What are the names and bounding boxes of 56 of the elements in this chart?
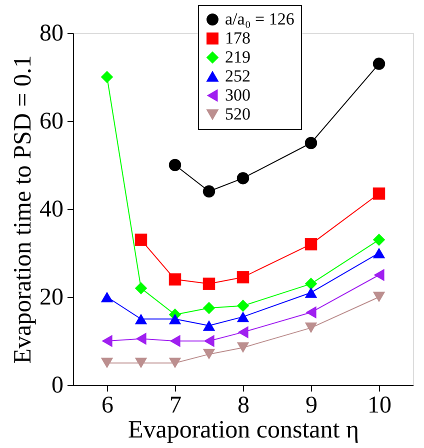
point: [136, 332, 146, 345]
point: [134, 282, 148, 294]
point: [236, 311, 250, 322]
y-tick-label: 0: [52, 372, 64, 398]
point: [372, 234, 386, 246]
x-axis-title: Evaporation constant η: [128, 416, 360, 444]
x-tick-label: 10: [368, 392, 392, 418]
point: [100, 358, 114, 368]
point: [202, 348, 216, 360]
point: [202, 302, 216, 314]
point: [102, 334, 112, 348]
point: [304, 287, 318, 298]
point: [304, 136, 318, 150]
point: [134, 234, 148, 246]
point: [304, 278, 318, 290]
x-tick-label: 7: [170, 392, 182, 418]
point: [202, 185, 216, 198]
point: [238, 326, 248, 338]
point: [168, 273, 182, 286]
point: [372, 292, 386, 302]
y-tick-label: 80: [40, 20, 64, 46]
point: [168, 358, 182, 368]
point: [204, 334, 214, 348]
point: [374, 268, 384, 282]
x-tick-label: 9: [306, 392, 318, 418]
point: [306, 306, 316, 319]
point: [304, 238, 318, 250]
legend-label: 252: [225, 66, 250, 86]
x-tick-label: 8: [238, 392, 250, 418]
point: [134, 358, 148, 368]
point: [236, 271, 250, 284]
point: [202, 278, 216, 290]
point: [372, 58, 386, 70]
point: [170, 334, 180, 348]
x-tick-label: 6: [102, 392, 114, 418]
legend-label: 178: [225, 28, 250, 48]
point: [236, 172, 250, 184]
y-axis-title: Evaporation time to PSD = 0.1: [10, 55, 36, 364]
point: [168, 314, 182, 324]
point: [100, 292, 114, 302]
point: [304, 322, 318, 334]
legend-label: a/a₀ = 126: [225, 10, 294, 28]
y-tick-label: 60: [40, 108, 64, 134]
point: [372, 248, 386, 258]
point: [236, 342, 250, 353]
point: [100, 70, 114, 84]
point: [134, 314, 148, 324]
point: [372, 187, 386, 200]
y-tick-label: 20: [40, 284, 64, 310]
point: [236, 300, 250, 312]
y-tick-label: 40: [40, 196, 64, 222]
point: [168, 158, 182, 172]
legend-label: 520: [225, 104, 250, 124]
legend-label: 300: [225, 86, 250, 104]
point: [202, 320, 216, 331]
legend-label: 219: [225, 48, 250, 66]
